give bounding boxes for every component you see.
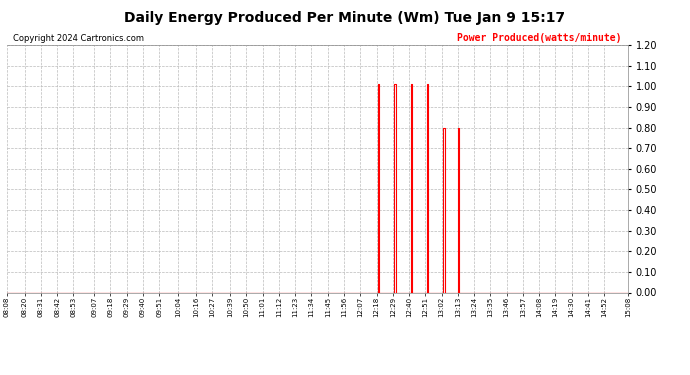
Text: Daily Energy Produced Per Minute (Wm) Tue Jan 9 15:17: Daily Energy Produced Per Minute (Wm) Tu… [124,11,566,25]
Text: Copyright 2024 Cartronics.com: Copyright 2024 Cartronics.com [13,33,144,42]
Text: Power Produced(watts/minute): Power Produced(watts/minute) [457,33,622,42]
